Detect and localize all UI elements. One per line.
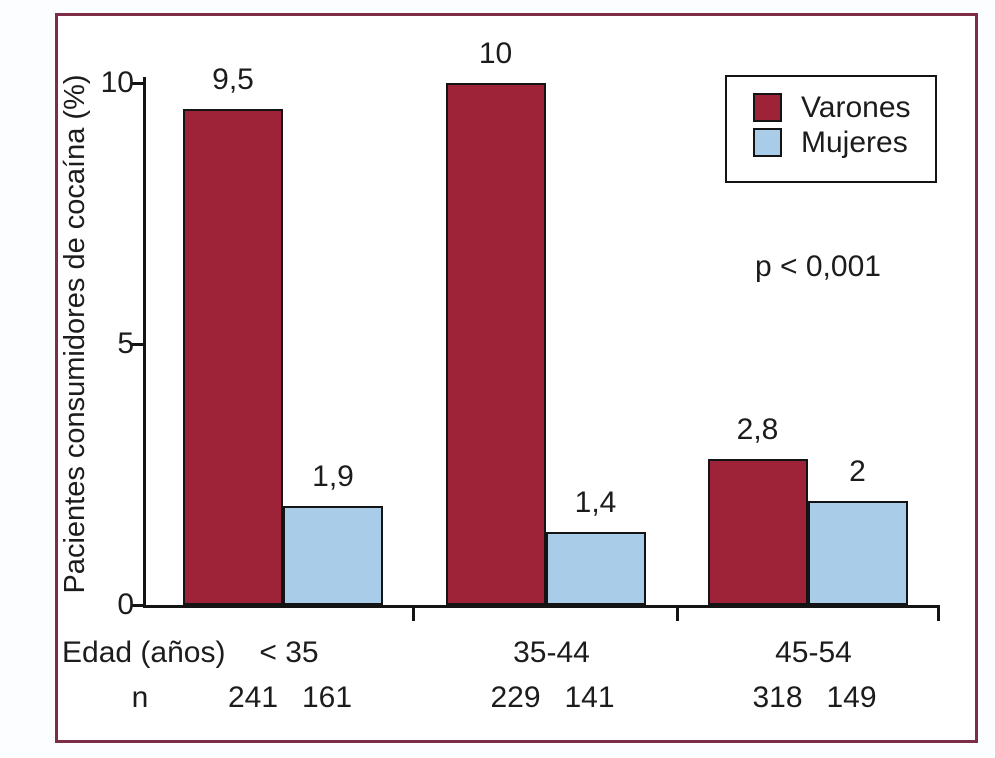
bar-value-label: 2,8 (736, 412, 779, 446)
category-label: 35-44 (513, 636, 590, 669)
n-value: 241 (227, 681, 279, 714)
p-value-annotation: p < 0,001 (755, 250, 881, 283)
category-label: 45-54 (775, 636, 852, 669)
x-axis-line (143, 605, 940, 608)
bar-value-label: 10 (478, 37, 513, 70)
bar-value-label: 2 (849, 454, 866, 488)
y-tick (132, 82, 143, 85)
category-label: < 35 (259, 636, 319, 669)
y-axis-line (143, 77, 146, 608)
y-tick-label: 0 (117, 588, 134, 621)
bar-varones-1 (183, 109, 283, 605)
n-value: 161 (301, 681, 353, 714)
legend-entry-varones: Varones (753, 90, 911, 124)
y-tick-label: 10 (100, 66, 134, 99)
n-value: 149 (826, 681, 877, 714)
n-value: 141 (564, 681, 615, 714)
legend-swatch-mujeres (753, 128, 782, 157)
n-value: 318 (752, 681, 803, 714)
x-axis-title: Edad (años) (62, 636, 226, 669)
legend-entry-mujeres: Mujeres (753, 125, 908, 159)
y-tick-label: 5 (117, 327, 134, 360)
bar-value-label: 9,5 (212, 63, 254, 97)
x-tick (411, 605, 415, 621)
bar-varones-2 (445, 83, 546, 605)
legend: Varones Mujeres (725, 75, 937, 183)
bar-mujeres-2 (545, 531, 646, 605)
y-tick (132, 604, 143, 607)
x-tick (675, 605, 679, 621)
bar-value-label: 1,4 (574, 485, 617, 519)
legend-label-mujeres: Mujeres (801, 125, 908, 159)
n-value: 229 (490, 681, 541, 714)
bar-varones-3 (707, 458, 808, 605)
bar-value-label: 1,9 (312, 459, 354, 493)
bar-mujeres-1 (283, 505, 383, 605)
y-tick (132, 343, 143, 346)
x-tick (936, 605, 940, 621)
legend-swatch-varones (753, 93, 782, 122)
n-row-label: n (131, 681, 149, 714)
bar-mujeres-3 (807, 500, 908, 605)
legend-label-varones: Varones (801, 90, 911, 124)
